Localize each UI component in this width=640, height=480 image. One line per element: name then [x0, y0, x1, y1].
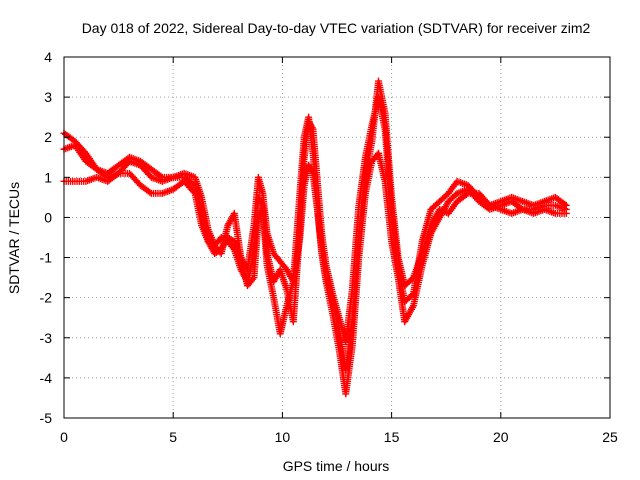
x-tick-label: 0: [60, 429, 68, 445]
series-track-c: [60, 77, 570, 374]
y-tick-label: 0: [44, 209, 52, 225]
plot-frame-border: [63, 56, 611, 419]
data-point: [462, 191, 470, 199]
x-axis: 0 5 10 15 20 25: [60, 429, 618, 445]
x-tick-label: 20: [493, 429, 509, 445]
x-tick-label: 25: [602, 429, 618, 445]
x-tick-label: 15: [384, 429, 400, 445]
y-tick-label: -2: [40, 290, 53, 306]
data-point: [190, 188, 198, 196]
y-tick-label: -5: [40, 410, 53, 426]
y-tick-label: 2: [44, 129, 52, 145]
x-tick-label: 10: [275, 429, 291, 445]
y-tick-label: 1: [44, 169, 52, 185]
y-tick-label: 3: [44, 89, 52, 105]
y-tick-label: -4: [40, 370, 53, 386]
data-point: [308, 168, 316, 176]
y-axis-label: SDTVAR / TECUs: [6, 182, 22, 294]
chart-title: Day 018 of 2022, Sidereal Day-to-day VTE…: [82, 20, 591, 36]
data-point: [249, 275, 257, 283]
data-point: [113, 170, 121, 178]
y-axis: -5 -4 -3 -2 -1 0 1 2 3 4: [40, 49, 53, 426]
data-point: [146, 188, 154, 196]
plot-frame: [63, 56, 611, 419]
y-tick-label: -3: [40, 330, 53, 346]
x-axis-label: GPS time / hours: [283, 458, 390, 474]
data-point: [562, 209, 570, 217]
y-tick-label: 4: [44, 49, 52, 65]
x-tick-label: 5: [169, 429, 177, 445]
data-point: [157, 172, 165, 180]
data-marks: [60, 77, 570, 398]
y-tick-label: -1: [40, 250, 53, 266]
